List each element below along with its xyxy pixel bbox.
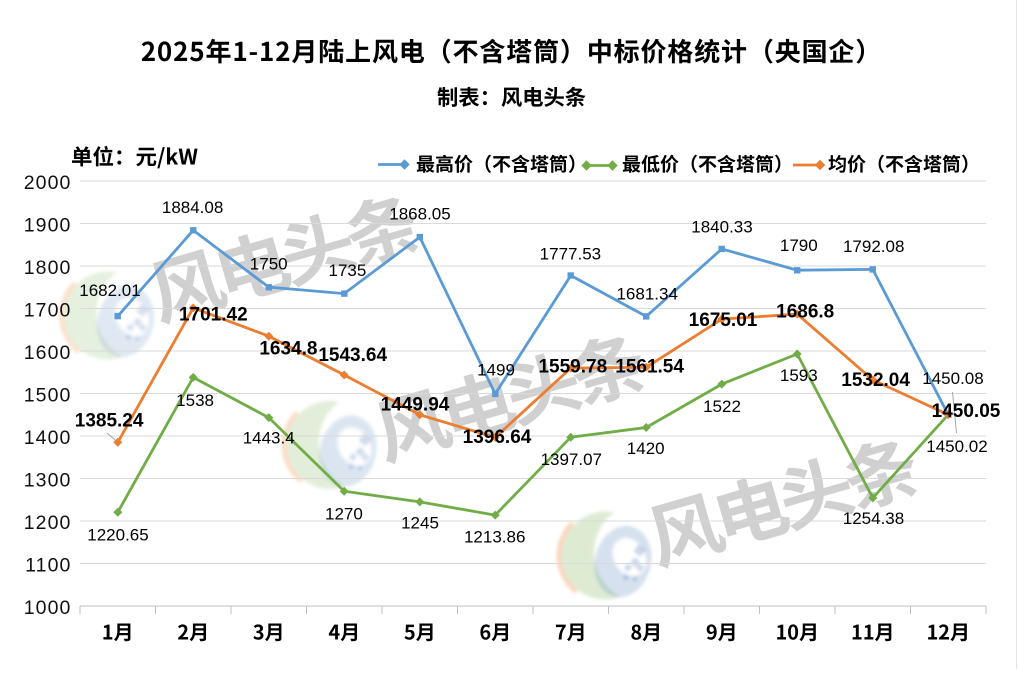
svg-text:1254.38: 1254.38: [843, 509, 904, 528]
svg-text:1792.08: 1792.08: [843, 237, 904, 256]
svg-text:1840.33: 1840.33: [691, 218, 752, 237]
svg-text:1270: 1270: [325, 504, 363, 523]
svg-text:1522: 1522: [703, 397, 741, 416]
svg-text:1701.42: 1701.42: [179, 304, 248, 325]
svg-text:1634.8: 1634.8: [259, 338, 317, 359]
svg-text:1686.8: 1686.8: [776, 301, 834, 322]
svg-text:1443.4: 1443.4: [243, 429, 295, 448]
svg-text:1450.05: 1450.05: [932, 401, 1001, 422]
svg-text:1538: 1538: [176, 391, 214, 410]
svg-text:1600: 1600: [24, 342, 72, 364]
svg-text:1868.05: 1868.05: [389, 205, 450, 224]
svg-text:1499: 1499: [477, 361, 515, 380]
svg-text:1800: 1800: [24, 257, 72, 279]
svg-text:1245: 1245: [401, 513, 439, 532]
svg-text:1884.08: 1884.08: [162, 198, 223, 217]
svg-text:1735: 1735: [328, 261, 366, 280]
svg-text:1100: 1100: [25, 555, 71, 577]
svg-text:1777.53: 1777.53: [540, 245, 601, 264]
svg-text:1561.54: 1561.54: [615, 357, 684, 378]
svg-text:1700: 1700: [24, 300, 72, 322]
svg-text:1400: 1400: [24, 427, 72, 449]
svg-text:1449.94: 1449.94: [381, 394, 450, 415]
svg-text:1450.02: 1450.02: [926, 437, 987, 456]
svg-text:1532.04: 1532.04: [841, 370, 910, 391]
svg-text:1385.24: 1385.24: [75, 411, 144, 432]
svg-text:1750: 1750: [250, 255, 288, 274]
svg-text:1681.34: 1681.34: [616, 285, 677, 304]
svg-text:1420: 1420: [627, 439, 665, 458]
svg-text:1790: 1790: [780, 236, 818, 255]
svg-text:2000: 2000: [24, 172, 72, 194]
svg-text:1397.07: 1397.07: [541, 450, 602, 469]
svg-text:1213.86: 1213.86: [464, 528, 525, 547]
svg-text:1682.01: 1682.01: [79, 281, 140, 300]
svg-text:1300: 1300: [24, 470, 72, 492]
svg-text:1200: 1200: [24, 512, 72, 534]
svg-text:1559.78: 1559.78: [538, 357, 607, 378]
svg-text:1450.08: 1450.08: [922, 369, 983, 388]
svg-text:1396.64: 1396.64: [463, 427, 532, 448]
svg-text:1675.01: 1675.01: [689, 310, 758, 331]
svg-text:1000: 1000: [24, 597, 72, 619]
svg-text:1593: 1593: [780, 366, 818, 385]
svg-text:1500: 1500: [24, 385, 72, 407]
svg-text:1543.64: 1543.64: [318, 345, 387, 366]
svg-text:1900: 1900: [24, 215, 72, 237]
svg-text:1220.65: 1220.65: [87, 526, 148, 545]
